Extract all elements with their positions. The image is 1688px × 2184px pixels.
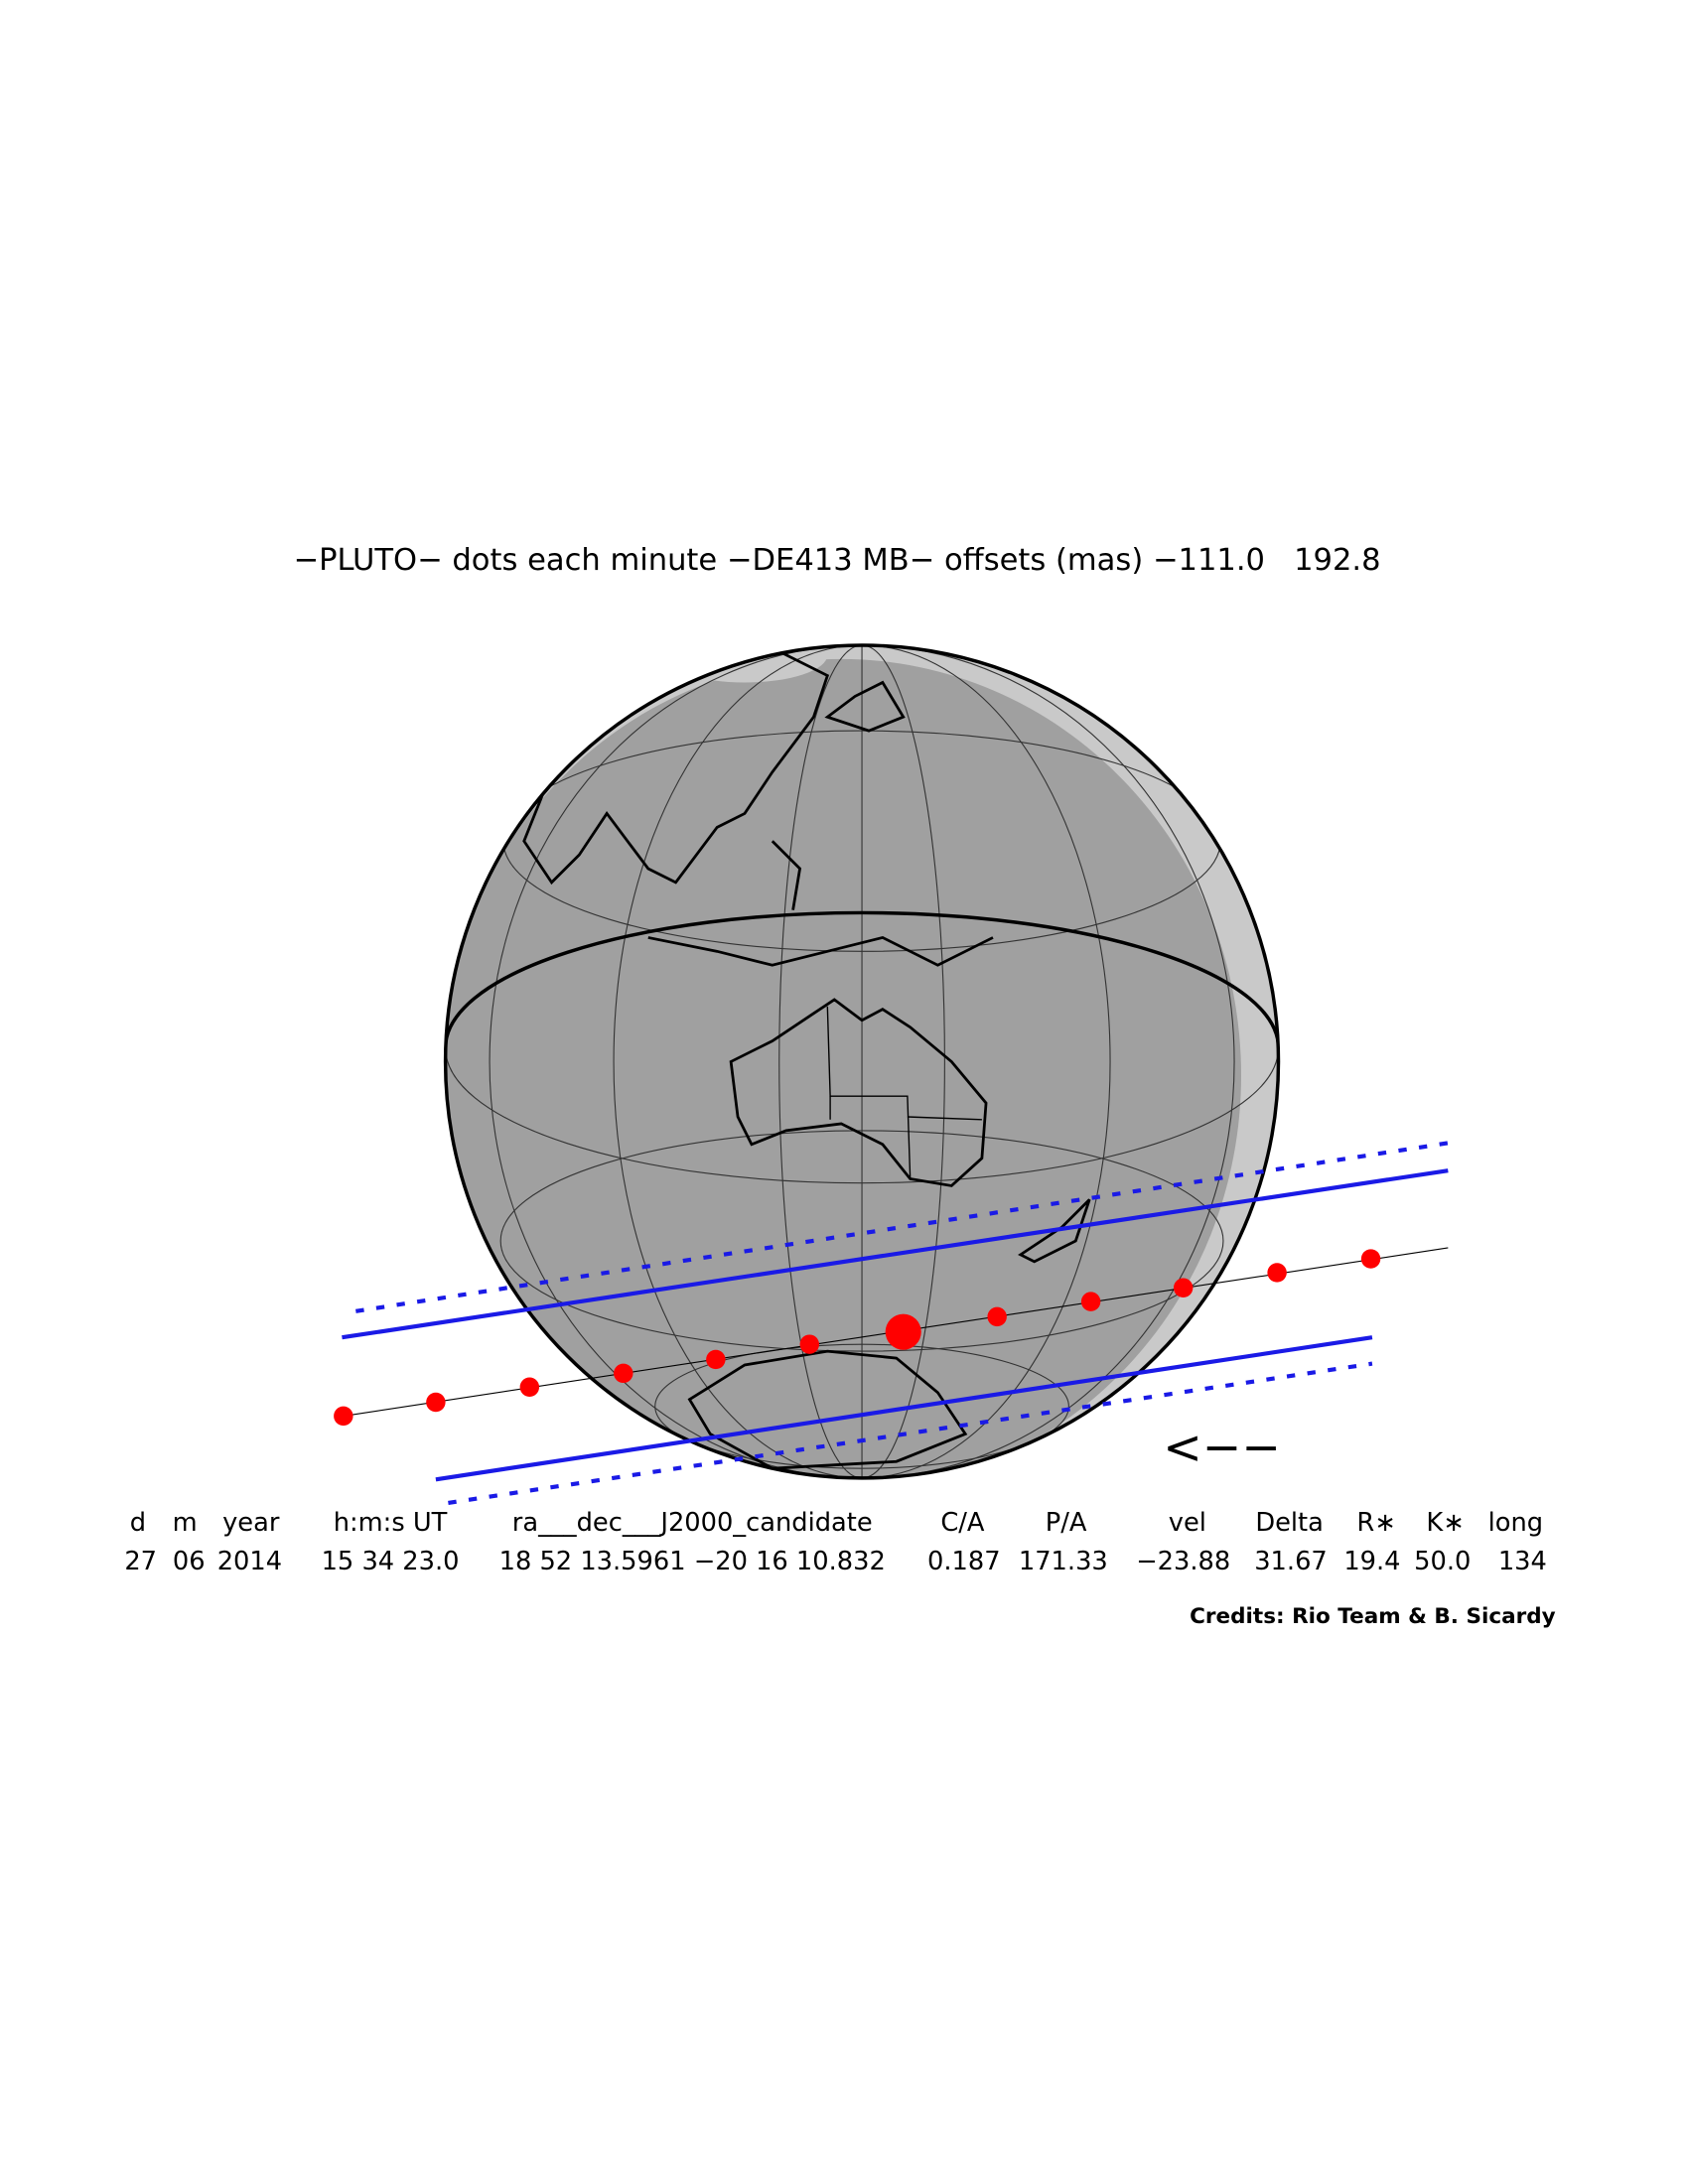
minute-dots — [334, 1249, 1381, 1427]
lower-limit — [435, 1335, 1373, 1482]
dot — [426, 1392, 446, 1413]
table-value: 18 52 13.5961 −20 16 10.832 — [499, 1547, 886, 1576]
event-table: d m year h:m:s UT ra___dec___J2000_candidate… — [124, 1508, 1547, 1576]
central-dot — [885, 1313, 921, 1350]
table-value: −23.88 — [1136, 1547, 1230, 1576]
table-value: 27 — [124, 1547, 157, 1576]
direction-arrow: <−− — [1163, 1421, 1281, 1475]
table-value: 171.33 — [1019, 1547, 1108, 1576]
table-value: 31.67 — [1254, 1547, 1328, 1576]
table-value: 15 34 23.0 — [322, 1547, 460, 1576]
table-value: 0.187 — [927, 1547, 1001, 1576]
table-header: K∗ — [1426, 1508, 1464, 1538]
table-value: 19.4 — [1343, 1547, 1400, 1576]
table-header: vel — [1169, 1508, 1206, 1538]
dot — [1173, 1278, 1194, 1297]
equator — [445, 910, 1279, 1048]
table-header: h:m:s UT — [334, 1508, 448, 1538]
dot — [987, 1306, 1007, 1327]
credits: Credits: Rio Team & B. Sicardy — [1190, 1604, 1556, 1629]
table-header: long — [1488, 1508, 1543, 1538]
table-value: 134 — [1498, 1547, 1547, 1576]
table-header: R∗ — [1356, 1508, 1395, 1538]
globe — [443, 643, 1281, 1480]
dot — [799, 1334, 819, 1354]
title: −PLUTO− dots each minute −DE413 MB− offs… — [294, 543, 1381, 578]
table-value: 06 — [173, 1547, 206, 1576]
globe-outline — [443, 643, 1281, 1480]
dot — [1267, 1263, 1287, 1283]
table-value: 50.0 — [1414, 1547, 1471, 1576]
table-value: 2014 — [217, 1547, 282, 1576]
table-header: year — [222, 1508, 280, 1538]
upper-limit — [342, 1168, 1449, 1340]
table-header: m — [173, 1508, 198, 1538]
dot — [706, 1349, 726, 1370]
dot — [1360, 1249, 1381, 1269]
table-header: P/A — [1046, 1508, 1087, 1538]
table-header: ra___dec___J2000_candidate — [512, 1508, 873, 1538]
globe-night — [445, 658, 1241, 1478]
shadow-path — [334, 1141, 1449, 1505]
table-header: Delta — [1255, 1508, 1324, 1538]
light-patch — [661, 645, 828, 683]
dot — [519, 1377, 540, 1397]
table-header: d — [130, 1508, 146, 1538]
dot — [614, 1363, 633, 1384]
dot — [1080, 1292, 1101, 1311]
borders — [826, 1006, 982, 1179]
dot — [334, 1406, 353, 1427]
table-header: C/A — [940, 1508, 985, 1538]
